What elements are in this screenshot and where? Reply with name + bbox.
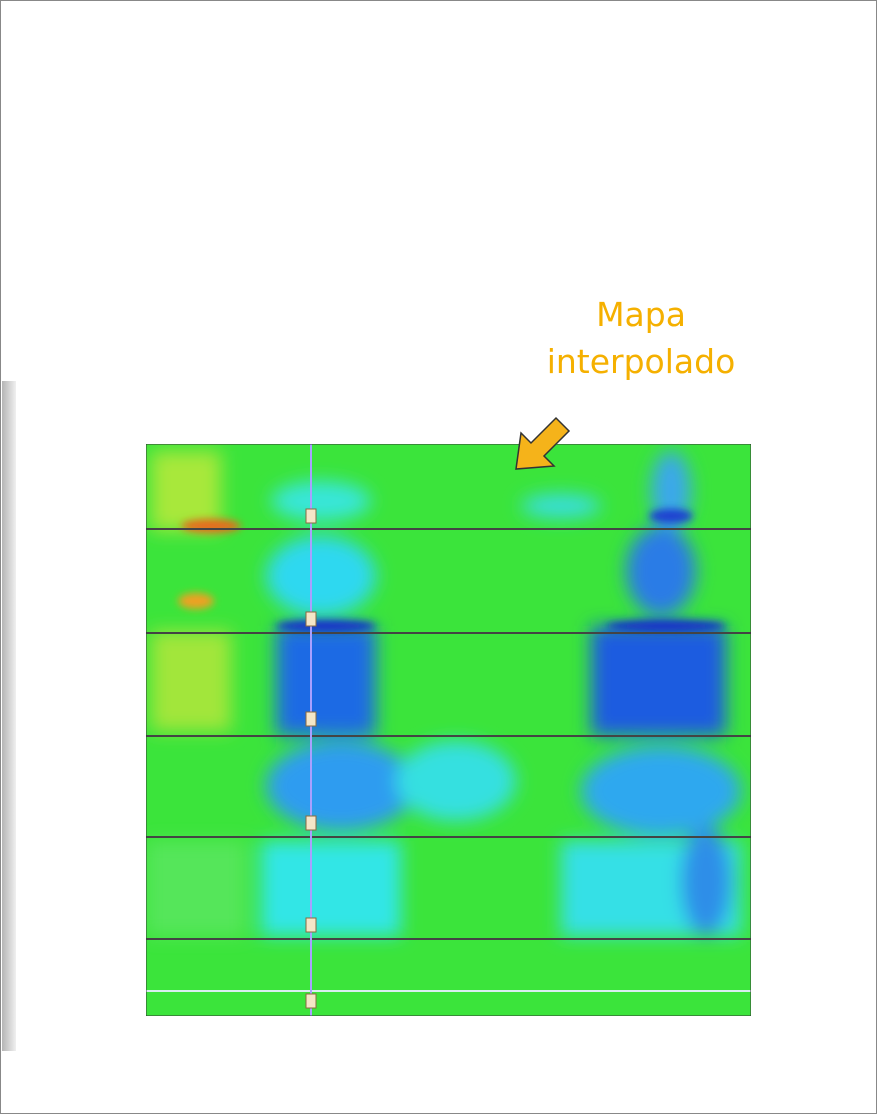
heatmap <box>146 444 751 1016</box>
edge-texture <box>2 381 16 1051</box>
slide-graphics <box>1 1 877 1115</box>
slide: Mapa interpolado <box>0 0 877 1114</box>
